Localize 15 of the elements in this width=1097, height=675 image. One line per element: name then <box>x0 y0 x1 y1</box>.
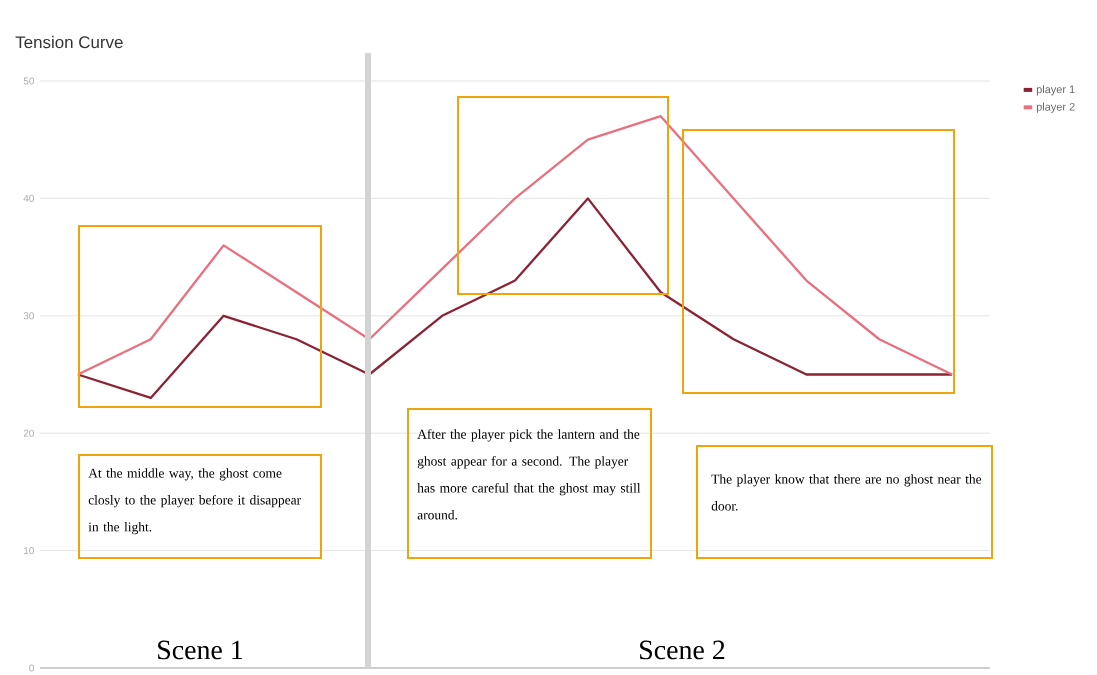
y-tick-label: 40 <box>23 194 34 202</box>
annotation: Scene 2 <box>640 640 725 660</box>
annotation: After the player pick the lantern and the ghost appear for a second. The player has more careful that the ghost may still around. <box>417 429 641 520</box>
annotation: At the middle way, the ghost come closly to the player before it disappear in the light. <box>88 468 301 535</box>
legend-label: player 2 <box>1036 102 1075 113</box>
y-tick-label: 10 <box>24 547 34 555</box>
line-series <box>76 115 954 376</box>
y-tick-label: 50 <box>23 77 34 85</box>
annotation: Scene 1 <box>158 640 243 660</box>
y-tick-label: 0 <box>29 664 34 672</box>
annotation: The player know that there are no ghost near the door. <box>711 474 982 511</box>
legend-label: player 1 <box>1036 85 1075 96</box>
y-tick-label: 20 <box>23 429 34 437</box>
chart-title: Tension Curve <box>15 35 123 49</box>
y-tick-label: 30 <box>23 312 34 320</box>
